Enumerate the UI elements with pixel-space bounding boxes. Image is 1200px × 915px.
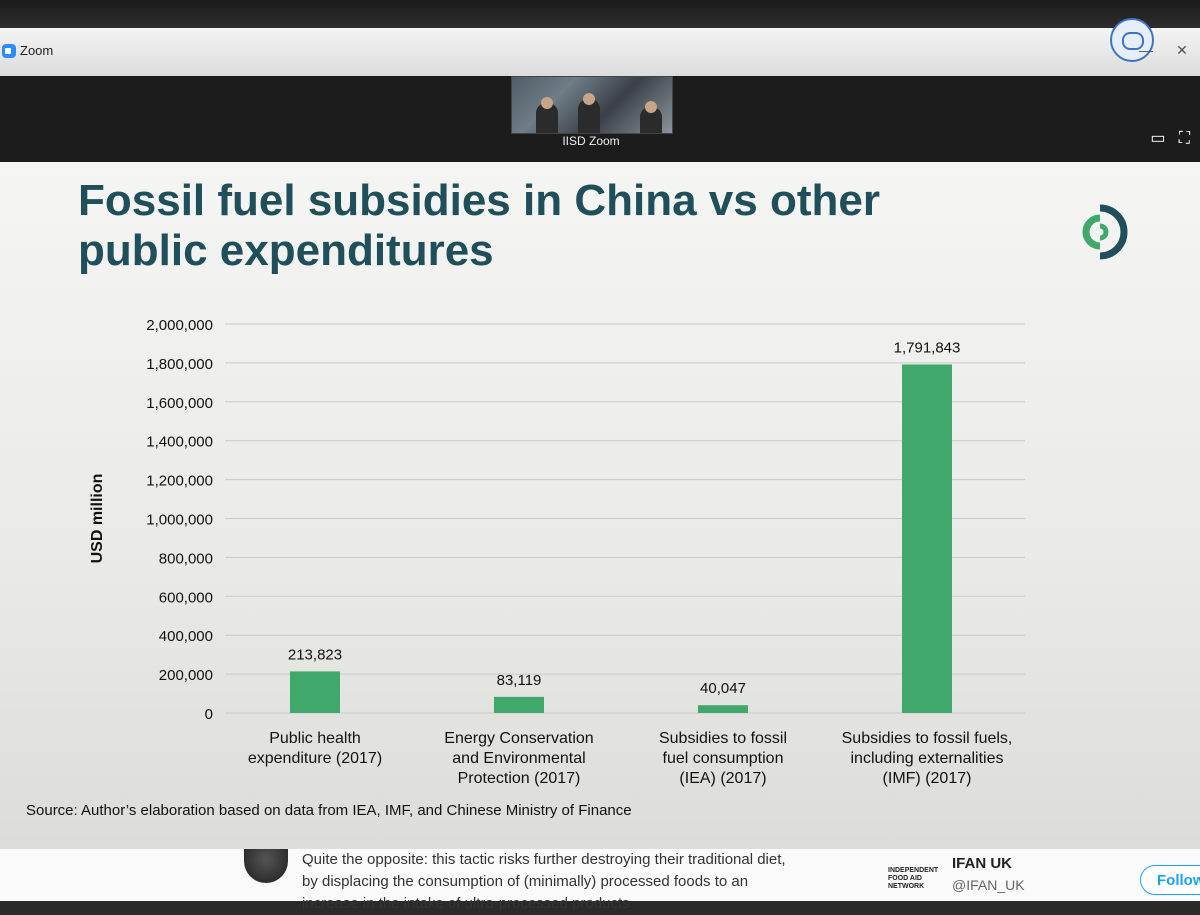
bar-chart: 0 200,000 400,000 600,000 800,000 1,000,000 1,… xyxy=(89,317,1025,787)
x-category-label: including externalities xyxy=(851,750,1004,767)
tweet-text-line: increase in the intake of ultra-processe… xyxy=(302,895,630,912)
bar xyxy=(902,364,952,713)
close-icon[interactable]: ✕ xyxy=(1176,42,1188,58)
y-tick-label: 1,600,000 xyxy=(146,395,213,412)
x-category-label: Subsidies to fossil xyxy=(659,730,787,747)
x-category-label: (IEA) (2017) xyxy=(679,770,766,787)
monitor-bezel xyxy=(0,0,1200,28)
follow-button[interactable]: Follow xyxy=(1140,865,1200,895)
org-logo: INDEPENDENT FOOD AID NETWORK xyxy=(888,867,939,890)
gallery-view-icon[interactable]: ▭ xyxy=(1150,130,1166,147)
participant-head xyxy=(645,101,657,113)
x-category-label: Subsidies to fossil fuels, xyxy=(842,730,1013,747)
x-category-label: Public health xyxy=(269,730,361,747)
app-title: Zoom xyxy=(20,43,54,58)
data-label: 40,047 xyxy=(700,680,746,697)
y-tick-label: 2,000,000 xyxy=(146,317,213,334)
x-category-label: (IMF) (2017) xyxy=(883,770,972,787)
y-axis-label: USD million xyxy=(89,474,106,564)
participant-head xyxy=(583,93,595,105)
bar xyxy=(290,671,340,713)
y-tick-label: 600,000 xyxy=(159,589,213,606)
y-tick-label: 1,800,000 xyxy=(146,356,213,373)
participant-figure xyxy=(578,99,600,133)
x-category-label: Protection (2017) xyxy=(458,770,581,787)
slide-title: Fossil fuel subsidies in China vs other … xyxy=(78,176,978,276)
y-tick-label: 400,000 xyxy=(159,628,213,645)
participant-figure xyxy=(536,103,558,133)
org-handle[interactable]: @IFAN_UK xyxy=(952,877,1025,893)
x-category-label: expenditure (2017) xyxy=(248,750,382,767)
bar xyxy=(698,705,748,713)
data-label: 213,823 xyxy=(288,646,342,663)
participant-figure xyxy=(640,107,662,133)
y-tick-label: 800,000 xyxy=(159,550,213,567)
bar xyxy=(494,696,544,713)
participant-video-strip: IISD Zoom ▭ ⛶ xyxy=(0,76,1200,162)
tweet-text-line: Quite the opposite: this tactic risks fu… xyxy=(302,851,786,868)
y-tick-label: 1,000,000 xyxy=(146,512,213,529)
slide-title-line-2: public expenditures xyxy=(78,226,494,275)
zoom-logo-icon xyxy=(2,44,16,58)
y-tick-label: 1,400,000 xyxy=(146,434,213,451)
view-controls: ▭ ⛶ xyxy=(1150,128,1190,148)
org-name[interactable]: IFAN UK xyxy=(952,855,1012,872)
x-category-label: and Environmental xyxy=(452,750,585,767)
fullscreen-icon[interactable]: ⛶ xyxy=(1178,130,1190,147)
chat-bubble-icon[interactable] xyxy=(1110,18,1154,62)
y-tick-label: 0 xyxy=(205,706,213,723)
tweet-card: Quite the opposite: this tactic risks fu… xyxy=(0,848,1200,912)
participant-name-label: IISD Zoom xyxy=(562,134,620,148)
tweet-text: Quite the opposite: this tactic risks fu… xyxy=(302,849,822,915)
presentation-slide: Fossil fuel subsidies in China vs other … xyxy=(0,162,1200,848)
y-tick-label: 1,200,000 xyxy=(146,473,213,490)
participant-head xyxy=(541,97,553,109)
x-category-label: fuel consumption xyxy=(663,750,784,767)
chart-source-note: Source: Author’s elaboration based on da… xyxy=(26,802,632,819)
y-tick-label: 200,000 xyxy=(159,667,213,684)
tweet-text-line: by displacing the consumption of (minima… xyxy=(302,873,749,890)
window-controls: — ✕ xyxy=(1040,18,1200,76)
minimize-icon[interactable]: — xyxy=(1139,42,1153,58)
slide-title-line-1: Fossil fuel subsidies in China vs other xyxy=(78,176,880,225)
zoom-title-bar: Zoom — ✕ xyxy=(0,18,1200,77)
data-label: 83,119 xyxy=(497,672,542,689)
avatar[interactable] xyxy=(244,849,288,883)
x-category-label: Energy Conservation xyxy=(444,730,593,747)
brand-logo-icon xyxy=(1082,204,1128,260)
data-label: 1,791,843 xyxy=(894,339,961,356)
participant-video-thumbnail[interactable] xyxy=(511,76,673,134)
